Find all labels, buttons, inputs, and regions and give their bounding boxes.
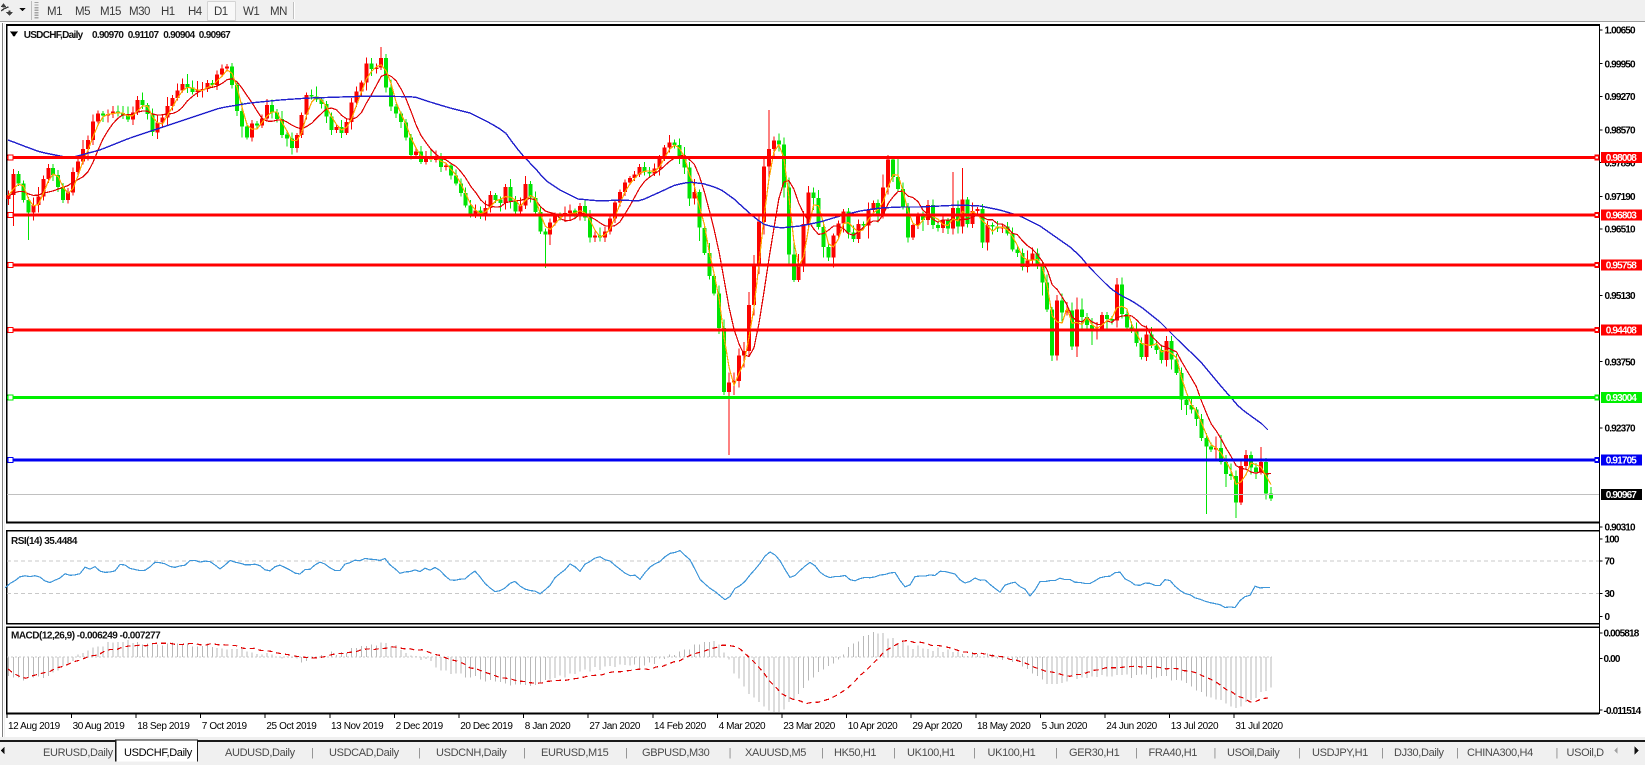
svg-text:|: | bbox=[523, 747, 526, 759]
svg-text:RSI(14) 35.4484: RSI(14) 35.4484 bbox=[11, 536, 78, 547]
svg-text:0.97890: 0.97890 bbox=[1605, 158, 1636, 169]
svg-text:18 May 2020: 18 May 2020 bbox=[977, 721, 1031, 732]
svg-text:M15: M15 bbox=[100, 6, 121, 18]
svg-text:|: | bbox=[893, 747, 896, 759]
svg-text:0.90970: 0.90970 bbox=[92, 30, 124, 41]
svg-text:HK50,H1: HK50,H1 bbox=[834, 747, 876, 759]
svg-text:8 Jan 2020: 8 Jan 2020 bbox=[525, 721, 571, 732]
svg-text:XAUUSD,M5: XAUUSD,M5 bbox=[745, 747, 806, 759]
svg-text:30 Aug 2019: 30 Aug 2019 bbox=[73, 721, 126, 732]
svg-text:|: | bbox=[1055, 747, 1058, 759]
svg-text:H1: H1 bbox=[161, 6, 175, 18]
svg-text:12 Aug 2019: 12 Aug 2019 bbox=[8, 721, 61, 732]
svg-text:M1: M1 bbox=[47, 6, 62, 18]
svg-text:7 Oct 2019: 7 Oct 2019 bbox=[202, 721, 248, 732]
svg-text:0.95130: 0.95130 bbox=[1605, 291, 1636, 302]
svg-text:0: 0 bbox=[1605, 612, 1611, 623]
svg-text:|: | bbox=[625, 747, 628, 759]
svg-text:0.00: 0.00 bbox=[1604, 654, 1621, 665]
svg-text:|: | bbox=[1381, 747, 1384, 759]
svg-text:29 Apr 2020: 29 Apr 2020 bbox=[912, 721, 962, 732]
svg-text:70: 70 bbox=[1605, 557, 1616, 568]
svg-text:100: 100 bbox=[1605, 535, 1620, 546]
svg-text:30: 30 bbox=[1605, 589, 1616, 600]
svg-text:|: | bbox=[1135, 747, 1138, 759]
svg-text:M5: M5 bbox=[75, 6, 90, 18]
svg-text:FRA40,H1: FRA40,H1 bbox=[1149, 747, 1198, 759]
svg-text:USOil,Daily: USOil,Daily bbox=[1227, 747, 1280, 759]
svg-text:MN: MN bbox=[270, 6, 287, 18]
svg-text:AUDUSD,Daily: AUDUSD,Daily bbox=[225, 747, 296, 759]
svg-text:CHINA300,H4: CHINA300,H4 bbox=[1467, 747, 1533, 759]
svg-text:0.97190: 0.97190 bbox=[1605, 192, 1636, 203]
svg-text:0.005818: 0.005818 bbox=[1604, 629, 1640, 640]
svg-text:M30: M30 bbox=[129, 6, 150, 18]
svg-text:4 Mar 2020: 4 Mar 2020 bbox=[719, 721, 766, 732]
svg-text:|: | bbox=[311, 747, 314, 759]
svg-text:|: | bbox=[1556, 747, 1559, 759]
svg-text:W1: W1 bbox=[243, 6, 259, 18]
svg-text:UK100,H1: UK100,H1 bbox=[907, 747, 955, 759]
svg-text:USDCHF,Daily: USDCHF,Daily bbox=[24, 30, 84, 41]
svg-text:USDCHF,Daily: USDCHF,Daily bbox=[124, 747, 193, 759]
svg-text:|: | bbox=[1214, 747, 1217, 759]
svg-text:|: | bbox=[418, 747, 421, 759]
svg-text:14 Feb 2020: 14 Feb 2020 bbox=[654, 721, 707, 732]
svg-text:USDJPY,H1: USDJPY,H1 bbox=[1312, 747, 1368, 759]
svg-text:0.99950: 0.99950 bbox=[1605, 59, 1636, 70]
svg-text:0.93750: 0.93750 bbox=[1605, 357, 1636, 368]
svg-text:0.90310: 0.90310 bbox=[1605, 523, 1636, 534]
svg-text:0.98008: 0.98008 bbox=[1606, 153, 1637, 164]
svg-text:0.96510: 0.96510 bbox=[1605, 225, 1636, 236]
svg-text:10 Apr 2020: 10 Apr 2020 bbox=[848, 721, 898, 732]
svg-text:18 Sep 2019: 18 Sep 2019 bbox=[137, 721, 190, 732]
svg-text:0.91705: 0.91705 bbox=[1606, 456, 1637, 467]
svg-text:0.94408: 0.94408 bbox=[1606, 326, 1637, 337]
svg-text:|: | bbox=[973, 747, 976, 759]
svg-text:0.99270: 0.99270 bbox=[1605, 92, 1636, 103]
svg-text:0.98570: 0.98570 bbox=[1605, 126, 1636, 137]
svg-text:USDCNH,Daily: USDCNH,Daily bbox=[436, 747, 507, 759]
svg-text:GBPUSD,M30: GBPUSD,M30 bbox=[642, 747, 710, 759]
svg-text:5 Jun 2020: 5 Jun 2020 bbox=[1042, 721, 1088, 732]
svg-text:|: | bbox=[729, 747, 732, 759]
svg-text:|: | bbox=[1456, 747, 1459, 759]
svg-text:0.92370: 0.92370 bbox=[1605, 424, 1636, 435]
svg-text:0.93004: 0.93004 bbox=[1606, 393, 1637, 404]
svg-text:UK100,H1: UK100,H1 bbox=[988, 747, 1036, 759]
svg-text:0.90967: 0.90967 bbox=[199, 30, 231, 41]
svg-text:2 Dec 2019: 2 Dec 2019 bbox=[396, 721, 444, 732]
svg-text:20 Dec 2019: 20 Dec 2019 bbox=[460, 721, 513, 732]
svg-text:13 Jul 2020: 13 Jul 2020 bbox=[1171, 721, 1219, 732]
svg-text:0.96803: 0.96803 bbox=[1606, 211, 1637, 222]
svg-text:0.90967: 0.90967 bbox=[1606, 490, 1637, 501]
svg-text:27 Jan 2020: 27 Jan 2020 bbox=[589, 721, 640, 732]
svg-text:0.95758: 0.95758 bbox=[1606, 261, 1637, 272]
svg-text:0.91107: 0.91107 bbox=[128, 30, 160, 41]
svg-text:DJ30,Daily: DJ30,Daily bbox=[1394, 747, 1445, 759]
svg-text:-0.011514: -0.011514 bbox=[1604, 706, 1642, 717]
svg-text:USOil,D: USOil,D bbox=[1567, 747, 1605, 759]
svg-text:0.90904: 0.90904 bbox=[163, 30, 195, 41]
svg-text:31 Jul 2020: 31 Jul 2020 bbox=[1235, 721, 1283, 732]
svg-text:23 Mar 2020: 23 Mar 2020 bbox=[783, 721, 836, 732]
svg-text:24 Jun 2020: 24 Jun 2020 bbox=[1106, 721, 1157, 732]
svg-text:EURUSD,M15: EURUSD,M15 bbox=[541, 747, 609, 759]
svg-text:|: | bbox=[1298, 747, 1301, 759]
svg-text:EURUSD,Daily: EURUSD,Daily bbox=[43, 747, 114, 759]
svg-text:25 Oct 2019: 25 Oct 2019 bbox=[266, 721, 317, 732]
svg-text:D1: D1 bbox=[214, 6, 228, 18]
svg-text:USDCAD,Daily: USDCAD,Daily bbox=[329, 747, 400, 759]
svg-text:GER30,H1: GER30,H1 bbox=[1069, 747, 1120, 759]
svg-text:13 Nov 2019: 13 Nov 2019 bbox=[331, 721, 384, 732]
svg-text:MACD(12,26,9) -0.006249 -0.007: MACD(12,26,9) -0.006249 -0.007277 bbox=[11, 631, 161, 642]
svg-text:1.00650: 1.00650 bbox=[1605, 26, 1636, 37]
svg-text:H4: H4 bbox=[188, 6, 203, 18]
svg-text:|: | bbox=[821, 747, 824, 759]
